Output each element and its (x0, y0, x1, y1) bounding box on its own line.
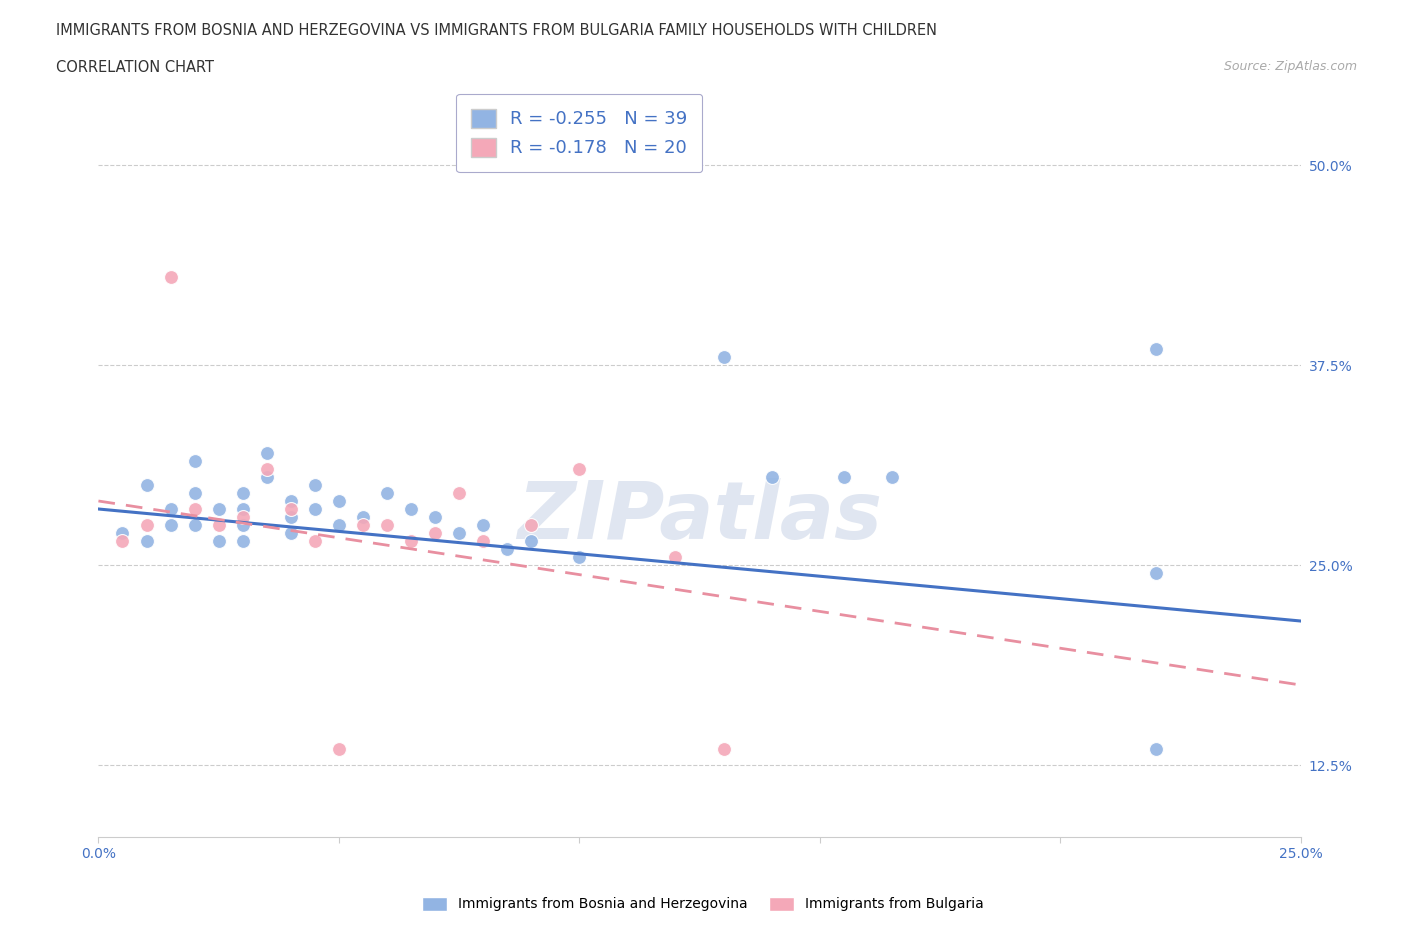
Point (1144, 341, 1167, 356)
Point (328, 518, 350, 533)
Text: Source: ZipAtlas.com: Source: ZipAtlas.com (1223, 60, 1357, 73)
Point (135, 518, 157, 533)
Point (761, 470, 783, 485)
Point (256, 445, 278, 460)
Point (183, 518, 205, 533)
Point (399, 534, 422, 549)
Point (1144, 565, 1167, 580)
Point (183, 501, 205, 516)
Point (183, 485, 205, 500)
Point (232, 501, 254, 516)
Point (232, 518, 254, 533)
Point (375, 518, 398, 533)
Legend: Immigrants from Bosnia and Herzegovina, Immigrants from Bulgaria: Immigrants from Bosnia and Herzegovina, … (415, 890, 991, 919)
Point (520, 518, 543, 533)
Point (472, 534, 495, 549)
Point (208, 518, 231, 533)
Point (159, 501, 181, 516)
Point (447, 485, 470, 500)
Point (256, 470, 278, 485)
Point (520, 534, 543, 549)
Point (472, 518, 495, 533)
Text: IMMIGRANTS FROM BOSNIA AND HERZEGOVINA VS IMMIGRANTS FROM BULGARIA FAMILY HOUSEH: IMMIGRANTS FROM BOSNIA AND HERZEGOVINA V… (56, 23, 938, 38)
Point (111, 525, 134, 540)
Point (399, 501, 422, 516)
Point (1144, 741, 1167, 756)
Point (304, 501, 326, 516)
Point (280, 510, 302, 525)
Point (423, 510, 446, 525)
Point (159, 518, 181, 533)
Point (352, 510, 374, 525)
Point (183, 454, 205, 469)
Point (328, 741, 350, 756)
Legend: R = -0.255   N = 39, R = -0.178   N = 20: R = -0.255 N = 39, R = -0.178 N = 20 (457, 94, 702, 172)
Point (280, 501, 302, 516)
Point (664, 550, 686, 565)
Point (232, 510, 254, 525)
Text: ZIPatlas: ZIPatlas (517, 478, 882, 556)
Text: CORRELATION CHART: CORRELATION CHART (56, 60, 214, 75)
Point (135, 478, 157, 493)
Point (496, 541, 519, 556)
Point (208, 534, 231, 549)
Point (328, 494, 350, 509)
Point (568, 550, 591, 565)
Point (832, 470, 855, 485)
Point (568, 461, 591, 476)
Point (280, 525, 302, 540)
Point (880, 470, 903, 485)
Point (232, 534, 254, 549)
Point (713, 350, 735, 365)
Point (423, 525, 446, 540)
Point (713, 741, 735, 756)
Point (256, 461, 278, 476)
Point (280, 494, 302, 509)
Point (375, 485, 398, 500)
Point (208, 501, 231, 516)
Point (447, 525, 470, 540)
Point (159, 270, 181, 285)
Point (352, 518, 374, 533)
Point (135, 534, 157, 549)
Point (111, 534, 134, 549)
Point (232, 485, 254, 500)
Point (304, 478, 326, 493)
Point (304, 534, 326, 549)
